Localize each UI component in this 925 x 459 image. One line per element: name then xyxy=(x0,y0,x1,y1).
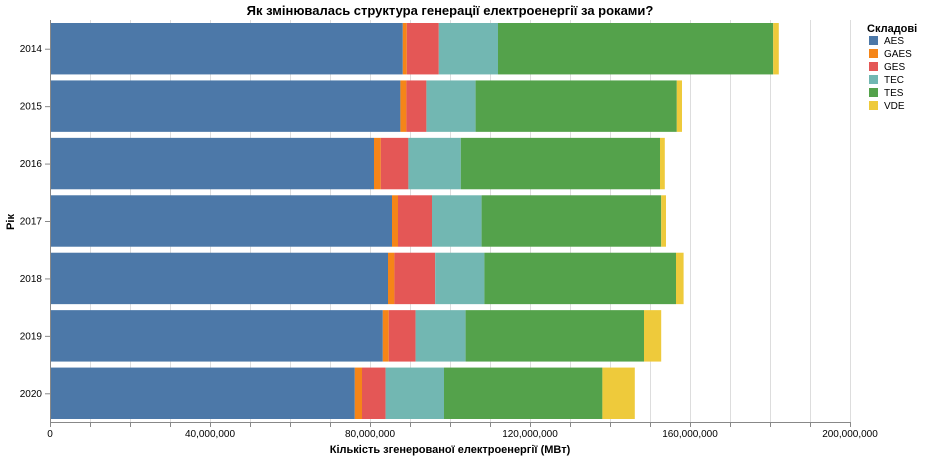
y-tick-label: 2015 xyxy=(20,102,43,113)
legend-title: Складові xyxy=(867,23,917,35)
legend: Складові AES GAES GES TEC TES VDE xyxy=(867,23,917,112)
bar-segment-ges-2020 xyxy=(362,367,386,419)
bar-segment-vde-2018 xyxy=(676,252,684,305)
bar-segment-tes-2017 xyxy=(481,195,662,247)
x-tick-label: 40,000,000 xyxy=(185,429,235,440)
bar-segment-vde-2015 xyxy=(676,80,682,132)
bar-segment-gaes-2015 xyxy=(400,80,407,132)
bar-segment-tes-2019 xyxy=(465,310,644,362)
legend-swatch-ges xyxy=(869,62,878,71)
bar-segment-gaes-2020 xyxy=(354,367,362,419)
legend-label-tec: TEC xyxy=(884,75,904,86)
legend-swatch-gaes xyxy=(869,49,878,58)
y-tick-label: 2016 xyxy=(20,159,43,170)
bar-segment-ges-2017 xyxy=(398,195,432,247)
legend-label-gaes: GAES xyxy=(884,49,912,60)
bar-segment-aes-2017 xyxy=(50,195,392,247)
legend-swatch-tes xyxy=(869,88,878,97)
bar-segment-tec-2014 xyxy=(438,23,498,75)
bar-segment-aes-2018 xyxy=(50,252,388,305)
y-tick-label: 2020 xyxy=(20,389,43,400)
bar-segment-aes-2015 xyxy=(50,80,401,132)
x-tick-label: 160,000,000 xyxy=(662,429,718,440)
bar-segment-tes-2014 xyxy=(498,23,774,75)
y-tick-label: 2014 xyxy=(20,44,43,55)
legend-label-ges: GES xyxy=(884,62,905,73)
bar-segment-vde-2016 xyxy=(660,137,665,190)
bar-segment-tec-2017 xyxy=(432,195,482,247)
legend-swatch-tec xyxy=(869,75,878,84)
legend-label-tes: TES xyxy=(884,88,904,99)
bar-segment-aes-2020 xyxy=(50,367,355,419)
axes: 0 40,000,000 80,000,000 120,000,000 160,000,… xyxy=(20,20,878,440)
bar-segment-ges-2016 xyxy=(380,137,409,190)
legend-label-vde: VDE xyxy=(884,101,905,112)
bar-segment-ges-2014 xyxy=(406,23,439,75)
bar-segment-tec-2016 xyxy=(408,137,461,190)
bar-segment-gaes-2019 xyxy=(382,310,389,362)
bar-segment-tes-2016 xyxy=(460,137,660,190)
bar-segment-tec-2015 xyxy=(426,80,476,132)
bar-segment-vde-2020 xyxy=(602,367,635,419)
bar-segment-gaes-2014 xyxy=(402,23,407,75)
bar-segment-aes-2019 xyxy=(50,310,383,362)
bar-segment-vde-2014 xyxy=(773,23,779,75)
y-tick-label: 2018 xyxy=(20,274,43,285)
x-tick-label: 0 xyxy=(47,429,53,440)
legend-swatch-aes xyxy=(869,36,878,45)
bar-segment-aes-2016 xyxy=(50,137,374,190)
bar-segment-tes-2015 xyxy=(475,80,677,132)
x-tick-label: 200,000,000 xyxy=(822,429,878,440)
chart-title: Як змінювалась структура генерації елект… xyxy=(247,3,654,18)
bar-segment-ges-2018 xyxy=(394,252,436,305)
x-tick-label: 80,000,000 xyxy=(345,429,395,440)
bar-segment-tec-2018 xyxy=(435,252,485,305)
x-axis-title: Кількість згенерованої електроенергії (М… xyxy=(330,444,571,456)
bar-segment-vde-2019 xyxy=(644,310,662,362)
bar-segment-vde-2017 xyxy=(661,195,666,247)
bar-segment-gaes-2017 xyxy=(392,195,398,247)
y-tick-label: 2017 xyxy=(20,217,43,228)
bar-segment-gaes-2018 xyxy=(388,252,395,305)
legend-label-aes: AES xyxy=(884,36,904,47)
y-tick-label: 2019 xyxy=(20,331,43,342)
bar-segment-tec-2020 xyxy=(385,367,444,419)
bars xyxy=(50,23,779,419)
bar-segment-tes-2018 xyxy=(484,252,676,305)
bar-segment-ges-2015 xyxy=(406,80,427,132)
x-tick-label: 120,000,000 xyxy=(502,429,558,440)
bar-segment-tes-2020 xyxy=(444,367,603,419)
y-axis-title: Рік xyxy=(5,214,17,230)
bar-segment-tec-2019 xyxy=(415,310,466,362)
bar-segment-ges-2019 xyxy=(388,310,416,362)
bar-segment-aes-2014 xyxy=(50,23,403,75)
legend-swatch-vde xyxy=(869,101,878,110)
bar-segment-gaes-2016 xyxy=(374,137,381,190)
